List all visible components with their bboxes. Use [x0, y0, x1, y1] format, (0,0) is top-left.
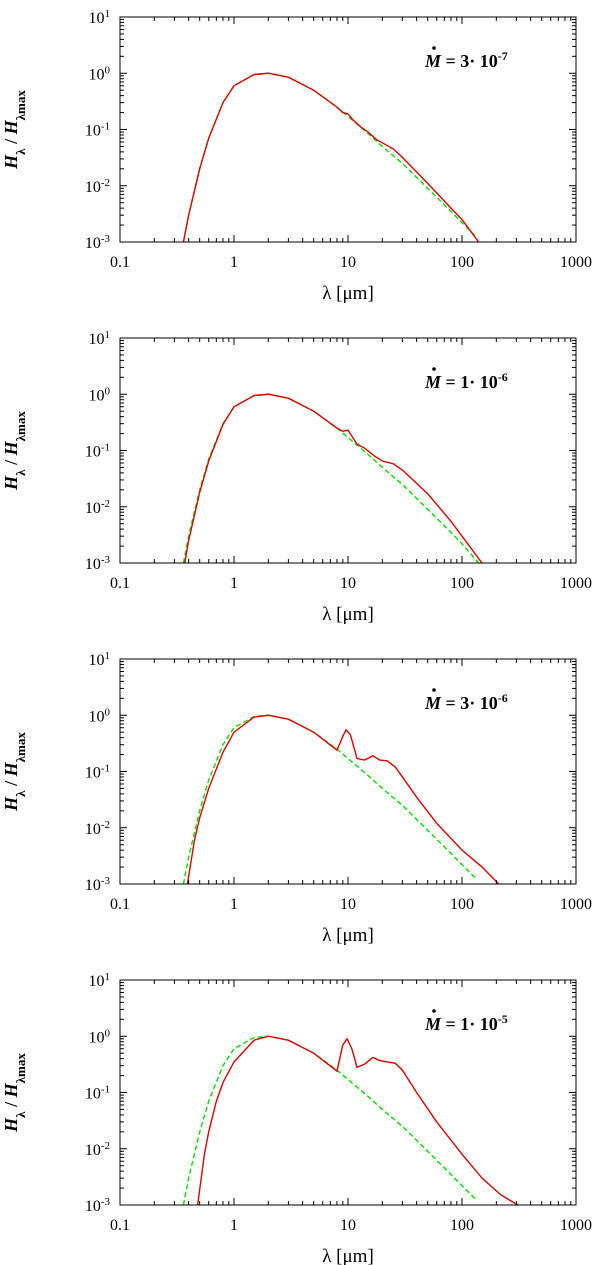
mass-loss-annotation: M = 3· 10-6: [424, 691, 508, 713]
y-tick-label: 10-3: [85, 875, 111, 894]
chart-panel-1: 0.1 1 10 100 1000 101 100 10-1 10-2 10-3 λ [μm] Hλ …: [1, 8, 592, 304]
series-star-line: [182, 714, 476, 884]
chart-panel-2: 0.1 1 10 100 1000 101 100 10-1 10-2 10-3 λ [μm] Hλ …: [1, 329, 592, 625]
x-tick-label: 1000: [560, 575, 592, 592]
y-tick-label: 10-2: [85, 498, 110, 517]
y-tick-label: 10-1: [85, 763, 110, 782]
series-star-line: [182, 393, 480, 563]
y-tick-label: 100: [89, 64, 111, 83]
mass-loss-annotation: M = 3· 10-7: [424, 49, 508, 71]
x-axis-label: λ [μm]: [322, 1246, 374, 1265]
y-tick-label: 10-3: [85, 233, 111, 252]
x-tick-label: 100: [450, 896, 474, 913]
x-tick-label: 1000: [560, 254, 592, 271]
x-axis-label: λ [μm]: [322, 604, 374, 625]
x-tick-label: 0.1: [110, 575, 130, 592]
chart-panel-3: 0.1 1 10 100 1000 101 100 10-1 10-2 10-3 λ [μm] Hλ …: [1, 650, 592, 946]
y-tick-label: 10-2: [85, 177, 110, 196]
y-tick-label: 10-1: [85, 1084, 110, 1103]
x-tick-label: 0.1: [110, 254, 130, 271]
x-tick-label: 1: [230, 254, 238, 271]
mdot-dot: [432, 688, 436, 692]
y-tick-label: 101: [89, 650, 111, 669]
x-tick-label: 100: [450, 575, 474, 592]
y-tick-label: 10-1: [85, 442, 110, 461]
y-axis-label: Hλ / Hλmax: [1, 1053, 28, 1133]
y-axis-label: Hλ / Hλmax: [1, 411, 28, 491]
series-model-line: [186, 714, 500, 884]
x-tick-label: 10: [340, 896, 356, 913]
x-tick-label: 10: [340, 1217, 356, 1234]
x-tick-label: 1: [230, 1217, 238, 1234]
x-tick-label: 10: [340, 575, 356, 592]
series-star-line: [182, 72, 476, 242]
x-tick-label: 100: [450, 1217, 474, 1234]
y-tick-label: 10-2: [85, 1140, 110, 1159]
x-tick-label: 10: [340, 254, 356, 271]
x-tick-label: 1: [230, 575, 238, 592]
mdot-dot: [432, 367, 436, 371]
mass-loss-annotation: M = 1· 10-5: [424, 1012, 508, 1034]
y-tick-label: 10-3: [85, 1196, 111, 1215]
y-tick-label: 100: [89, 1027, 111, 1046]
x-axis-label: λ [μm]: [322, 925, 374, 946]
x-tick-label: 1000: [560, 1217, 592, 1234]
y-axis-label: Hλ / Hλmax: [1, 90, 28, 170]
x-tick-label: 0.1: [110, 1217, 130, 1234]
y-tick-label: 10-1: [85, 121, 110, 140]
chart-panel-4: 0.1 1 10 100 1000 101 100 10-1 10-2 10-3 λ [μm] Hλ …: [1, 971, 592, 1265]
mass-loss-annotation: M = 1· 10-6: [424, 370, 508, 392]
y-tick-label: 10-2: [85, 819, 110, 838]
x-axis-label: λ [μm]: [322, 283, 374, 304]
y-tick-label: 101: [89, 971, 111, 990]
mdot-dot: [432, 46, 436, 50]
series-star-line: [182, 1035, 476, 1205]
series-model-line: [184, 393, 483, 563]
y-axis-label: Hλ / Hλmax: [1, 732, 28, 812]
series-model-line: [196, 1035, 519, 1205]
x-tick-label: 100: [450, 254, 474, 271]
y-tick-label: 100: [89, 385, 111, 404]
y-tick-label: 10-3: [85, 554, 111, 573]
x-tick-label: 1: [230, 896, 238, 913]
y-tick-label: 101: [89, 329, 111, 348]
mdot-dot: [432, 1009, 436, 1013]
y-tick-label: 101: [89, 8, 111, 27]
series-model-line: [182, 72, 480, 242]
y-tick-label: 100: [89, 706, 111, 725]
x-tick-label: 1000: [560, 896, 592, 913]
x-tick-label: 0.1: [110, 896, 130, 913]
